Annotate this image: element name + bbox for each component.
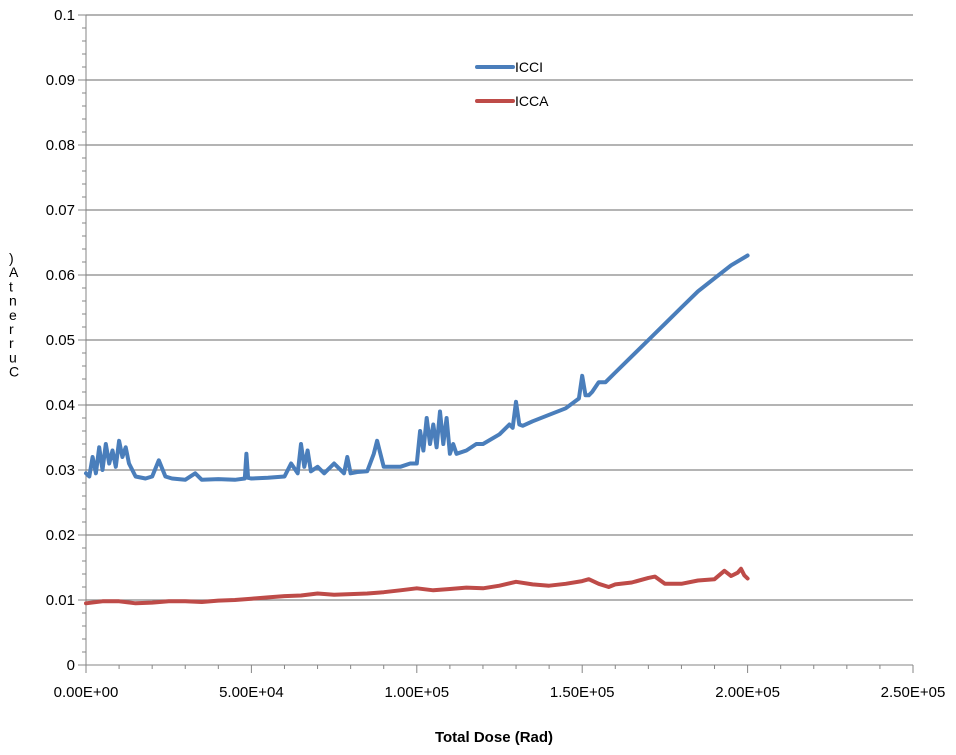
y-axis-title-char: r [9, 335, 14, 351]
x-tick-label: 2.00E+05 [715, 684, 780, 701]
y-tick-label: 0.01 [46, 592, 75, 609]
y-axis-title-char: u [9, 349, 17, 365]
y-tick-label: 0 [67, 657, 75, 674]
y-axis-title-char: A [9, 264, 19, 280]
x-tick-label: 0.00E+00 [54, 684, 119, 701]
legend-label-icci: ICCI [515, 59, 543, 75]
legend: ICCI ICCA [475, 59, 549, 109]
y-axis-title-char: e [9, 307, 17, 323]
legend-label-icca: ICCA [515, 93, 549, 109]
x-tick-label: 2.50E+05 [881, 684, 946, 701]
y-axis-title-char: r [9, 321, 14, 337]
gridlines [86, 14, 913, 601]
x-tick-label: 1.50E+05 [550, 684, 615, 701]
y-axis-title-char: t [9, 278, 13, 294]
x-tick-label: 1.00E+05 [384, 684, 449, 701]
x-axis-title: Total Dose (Rad) [435, 729, 553, 746]
y-axis-title-char: ) [9, 250, 14, 266]
y-axis-title-char: n [9, 293, 17, 309]
y-tick-label: 0.06 [46, 267, 75, 284]
y-tick-label: 0.07 [46, 202, 75, 219]
x-tick-label: 5.00E+04 [219, 684, 284, 701]
series-line-icci [84, 253, 750, 482]
y-tick-label: 0.09 [46, 72, 75, 89]
y-tick-label: 0.08 [46, 137, 75, 154]
y-tick-label: 0.04 [46, 397, 75, 414]
y-tick-label: 0.1 [54, 7, 75, 24]
y-tick-label: 0.05 [46, 332, 75, 349]
series-group [84, 253, 750, 606]
y-axis-title-char: C [9, 364, 19, 380]
series-line-icca [84, 566, 750, 606]
y-tick-label: 0.02 [46, 527, 75, 544]
y-tick-label: 0.03 [46, 462, 75, 479]
axis-ticks: 0 0.01 0.02 0.03 0.04 0.05 0.06 0.07 0.08 0.09 0.1… [46, 7, 946, 701]
